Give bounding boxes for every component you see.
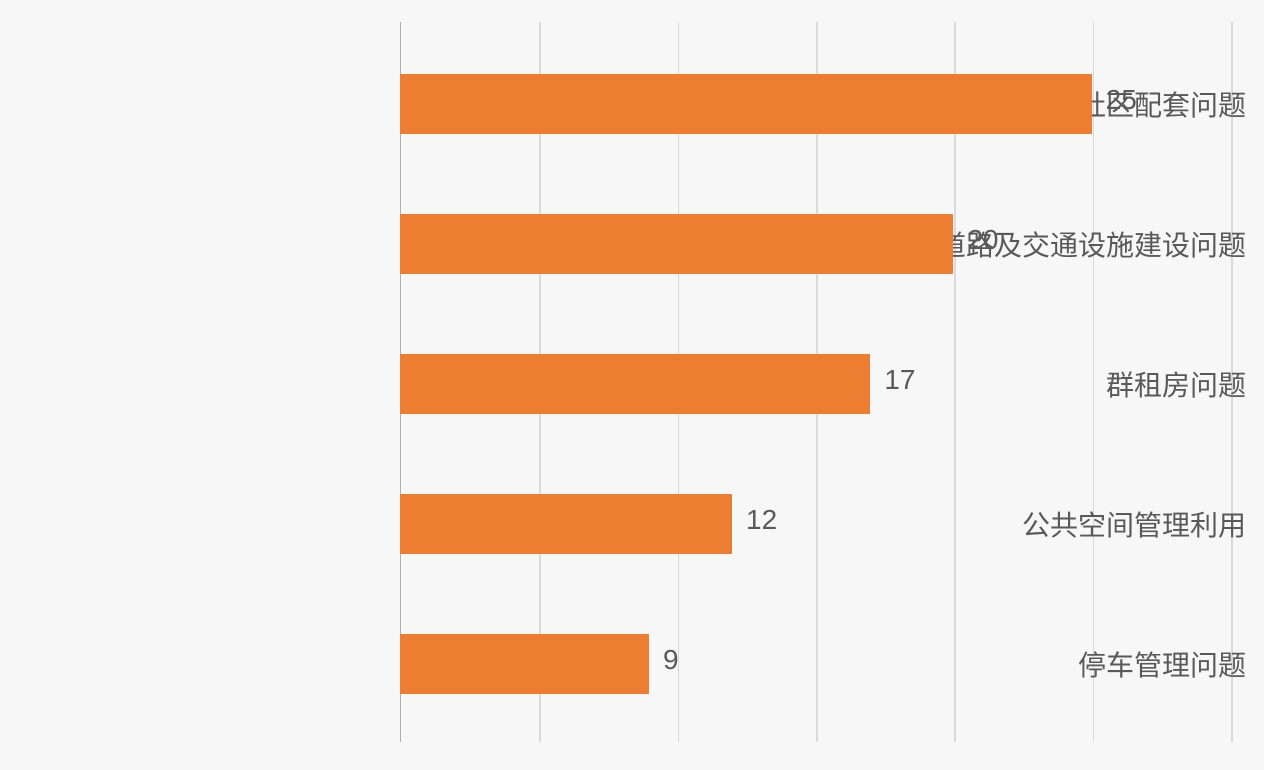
bar [400, 354, 870, 414]
category-label: 停车管理问题 [884, 644, 1264, 684]
bar [400, 74, 1092, 134]
bar-chart: 社区配套问题25道路及交通设施建设问题20群租房问题17公共空间管理利用12停车… [0, 0, 1264, 770]
value-label: 9 [663, 644, 679, 676]
bar [400, 494, 732, 554]
category-label: 公共空间管理利用 [884, 504, 1264, 544]
value-label: 12 [746, 504, 777, 536]
bar [400, 634, 649, 694]
bar [400, 214, 953, 274]
value-label: 20 [967, 224, 998, 256]
value-label: 17 [884, 364, 915, 396]
value-label: 25 [1106, 84, 1137, 116]
category-label: 群租房问题 [884, 364, 1264, 404]
